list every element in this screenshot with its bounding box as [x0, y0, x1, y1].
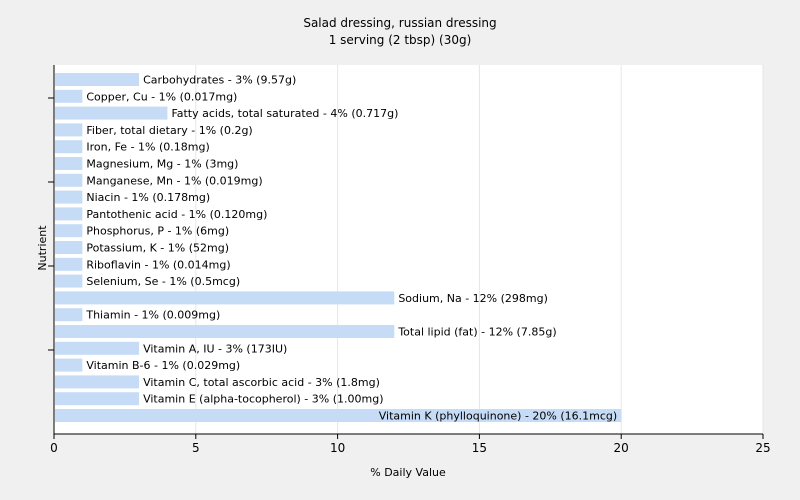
- bar: [55, 358, 83, 372]
- bar-label: Vitamin C, total ascorbic acid - 3% (1.8…: [143, 376, 380, 389]
- bar-label: Copper, Cu - 1% (0.017mg): [86, 90, 237, 103]
- bar: [55, 224, 83, 238]
- bar-label: Phosphorus, P - 1% (6mg): [86, 225, 229, 238]
- bar-label: Potassium, K - 1% (52mg): [86, 242, 229, 255]
- bar-label: Sodium, Na - 12% (298mg): [398, 292, 548, 305]
- bar-label: Pantothenic acid - 1% (0.120mg): [86, 208, 267, 221]
- bar-label: Thiamin - 1% (0.009mg): [85, 309, 220, 322]
- bar: [55, 257, 83, 271]
- x-axis-title: % Daily Value: [370, 466, 446, 479]
- x-tick-label: 20: [614, 441, 629, 455]
- bar-label: Fiber, total dietary - 1% (0.2g): [86, 124, 252, 137]
- x-tick-label: 5: [192, 441, 200, 455]
- chart-title: Salad dressing, russian dressing: [303, 16, 496, 30]
- bar-label: Carbohydrates - 3% (9.57g): [143, 74, 296, 87]
- bar-label: Manganese, Mn - 1% (0.019mg): [86, 174, 262, 187]
- bar: [55, 274, 83, 288]
- bar-label: Selenium, Se - 1% (0.5mcg): [86, 275, 240, 288]
- bar-label: Fatty acids, total saturated - 4% (0.717…: [171, 107, 398, 120]
- x-axis-ticks: 0 5 10 15 20 25: [50, 434, 771, 455]
- bar: [55, 190, 83, 204]
- bar: [55, 392, 140, 406]
- plot-area: [54, 65, 763, 434]
- gridlines: [195, 65, 764, 434]
- bar: [55, 241, 83, 254]
- y-axis-title: Nutrient: [36, 225, 49, 271]
- bar-label: Vitamin K (phylloquinone) - 20% (16.1mcg…: [379, 410, 617, 423]
- bar-label: Iron, Fe - 1% (0.18mg): [86, 141, 209, 154]
- bar: [55, 291, 395, 305]
- bar: [55, 325, 395, 338]
- bars: Carbohydrates - 3% (9.57g) Copper, Cu - 1…: [55, 73, 622, 423]
- bar-label: Niacin - 1% (0.178mg): [86, 191, 210, 204]
- bar-label: Vitamin A, IU - 3% (173IU): [143, 342, 287, 355]
- x-tick-label: 15: [472, 441, 487, 455]
- bar: [55, 409, 622, 422]
- bar: [55, 308, 83, 322]
- bar: [55, 73, 140, 86]
- bar-label: Vitamin B-6 - 1% (0.029mg): [86, 359, 240, 372]
- bar-label: Magnesium, Mg - 1% (3mg): [86, 158, 238, 171]
- bar: [55, 341, 140, 355]
- bar: [55, 375, 140, 389]
- bar: [55, 106, 168, 120]
- bar: [55, 140, 83, 154]
- x-tick-label: 0: [50, 441, 58, 455]
- bar: [55, 173, 83, 187]
- bar: [55, 207, 83, 221]
- bar: [55, 157, 83, 170]
- bar-label: Total lipid (fat) - 12% (7.85g): [397, 326, 556, 339]
- bar-label: Vitamin E (alpha-tocopherol) - 3% (1.00m…: [143, 393, 383, 406]
- x-tick-label: 25: [755, 441, 770, 455]
- x-tick-label: 10: [330, 441, 345, 455]
- chart-subtitle: 1 serving (2 tbsp) (30g): [329, 33, 472, 47]
- bar-label: Riboflavin - 1% (0.014mg): [86, 258, 230, 271]
- bar: [55, 89, 83, 103]
- y-axis-ticks: [48, 97, 54, 351]
- bar: [55, 123, 83, 137]
